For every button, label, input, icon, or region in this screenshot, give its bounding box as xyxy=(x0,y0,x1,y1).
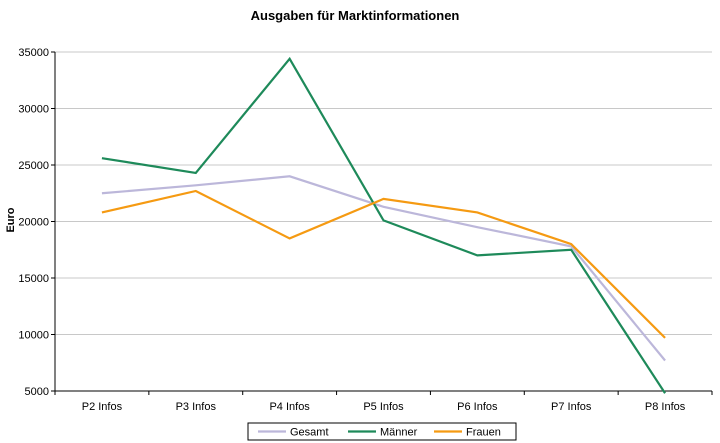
y-tick-label: 20000 xyxy=(18,217,49,229)
x-tick-label: P6 Infos xyxy=(457,401,498,413)
x-tick-label: P8 Infos xyxy=(645,401,686,413)
y-tick-label: 25000 xyxy=(18,160,49,172)
x-tick-label: P7 Infos xyxy=(551,401,592,413)
y-tick-label: 15000 xyxy=(18,273,49,285)
legend-box xyxy=(247,422,517,441)
legend: Gesamt Männer Frauen xyxy=(247,422,517,441)
y-axis-label: Euro xyxy=(5,207,17,232)
x-tick-label: P5 Infos xyxy=(363,401,404,413)
series-line-1 xyxy=(101,56,666,394)
x-tick-label: P4 Infos xyxy=(269,401,310,413)
series-line-2 xyxy=(101,189,666,339)
axes xyxy=(54,52,713,395)
series-line-0 xyxy=(101,175,666,362)
x-tick-labels: P2 Infos P3 Infos P4 Infos P5 Infos P6 Infos… xyxy=(82,401,686,413)
y-tick-label: 35000 xyxy=(18,47,49,59)
y-tick-label: 5000 xyxy=(25,386,49,398)
legend-item: Männer xyxy=(348,427,418,439)
chart-title: Ausgaben für Marktinformationen xyxy=(251,8,460,23)
x-tick-label: P3 Infos xyxy=(176,401,217,413)
x-tick-label: P2 Infos xyxy=(82,401,123,413)
legend-label: Gesamt xyxy=(290,427,329,439)
legend-label: Männer xyxy=(380,427,418,439)
legend-item: Gesamt xyxy=(258,427,329,439)
y-tick-label: 30000 xyxy=(18,104,49,116)
legend-label: Frauen xyxy=(466,427,501,439)
series-lines xyxy=(101,56,666,394)
y-tick-label: 10000 xyxy=(18,330,49,342)
legend-item: Frauen xyxy=(434,427,501,439)
grid-lines xyxy=(51,51,712,392)
y-tick-labels: 5000 10000 15000 20000 25000 30000 35000 xyxy=(18,47,49,398)
